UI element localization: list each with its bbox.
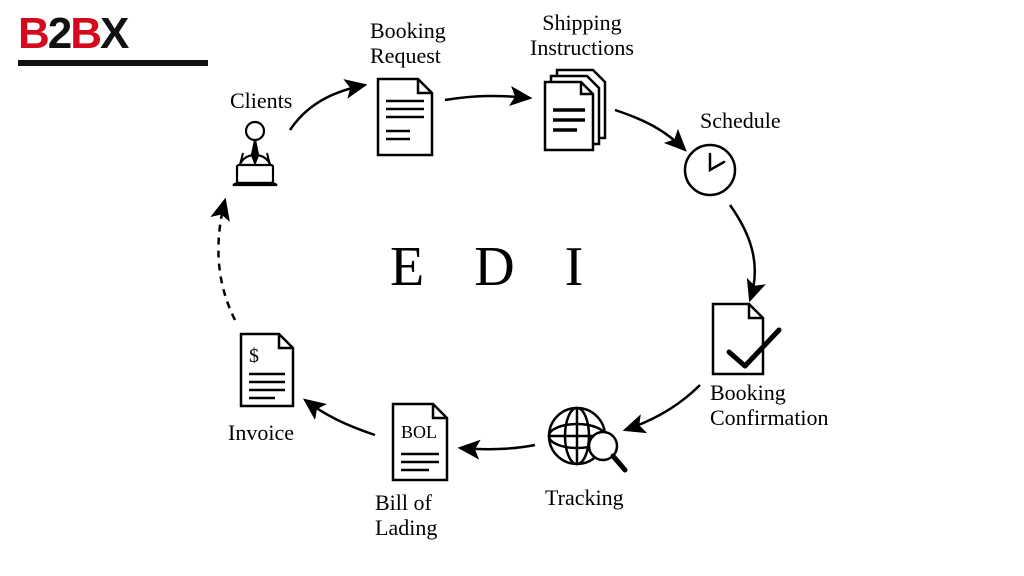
label-clients: Clients — [230, 88, 292, 113]
label-bill-of-lading: Bill of Lading — [375, 490, 437, 541]
document-bol-icon: BOL — [385, 400, 455, 485]
label-booking-confirmation: Booking Confirmation — [710, 380, 829, 431]
arrow-clients-booking — [290, 85, 365, 130]
arrows-layer — [0, 0, 1024, 576]
clock-icon — [680, 140, 740, 200]
arrow-shipping-schedule — [615, 110, 685, 150]
label-shipping-instructions: Shipping Instructions — [530, 10, 634, 61]
arrow-schedule-confirm — [730, 205, 755, 300]
diagram-stage: B2BX E D I Clients — [0, 0, 1024, 576]
bol-text: BOL — [401, 422, 437, 442]
label-invoice: Invoice — [228, 420, 294, 445]
arrow-confirm-tracking — [625, 385, 700, 430]
arrow-bol-invoice — [305, 400, 375, 435]
label-schedule: Schedule — [700, 108, 781, 133]
invoice-symbol: $ — [249, 345, 259, 367]
document-icon — [370, 75, 440, 160]
person-laptop-icon — [215, 115, 295, 195]
arrow-invoice-clients — [218, 200, 235, 320]
document-check-icon — [705, 300, 785, 385]
globe-magnifier-icon — [545, 400, 630, 480]
document-invoice-icon: $ — [235, 330, 300, 410]
arrow-booking-shipping — [445, 96, 530, 100]
document-stack-icon — [535, 68, 620, 163]
arrow-tracking-bol — [460, 445, 535, 449]
label-tracking: Tracking — [545, 485, 624, 510]
label-booking-request: Booking Request — [370, 18, 446, 69]
